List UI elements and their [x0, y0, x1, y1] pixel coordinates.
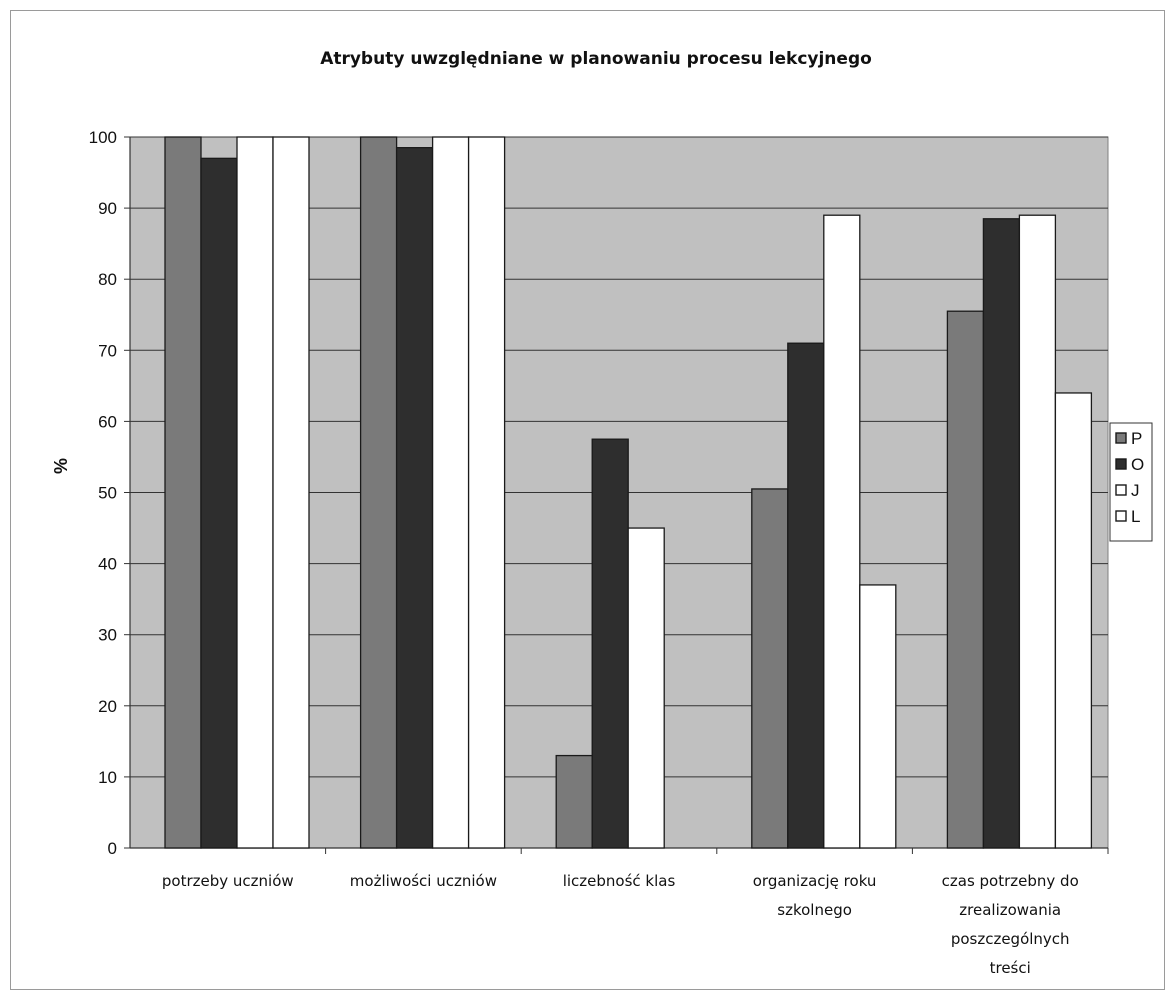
legend-swatch-p [1115, 432, 1127, 444]
bar-o-5 [982, 218, 1021, 849]
x-tick-label: poszczególnych [951, 930, 1070, 948]
x-tick-label: czas potrzebny do [942, 872, 1079, 890]
x-tick-label: potrzeby uczniów [162, 872, 294, 890]
x-tick-label: treści [990, 959, 1031, 977]
chart-frame: Atrybuty uwzględniane w planowaniu proce… [10, 10, 1165, 990]
y-tick-label: 80 [98, 270, 117, 289]
bar-j-2 [431, 136, 470, 849]
bar-l-5 [1054, 392, 1093, 849]
bar-o-1 [200, 157, 238, 849]
y-tick-label: 40 [98, 555, 117, 574]
y-axis-label: % [51, 458, 71, 474]
x-tick-label: zrealizowania [959, 901, 1061, 919]
y-tick-label: 90 [98, 199, 117, 218]
plot-area: 0 10 20 30 40 50 60 70 80 90 100 potrzeby uczniów mo… [89, 128, 1109, 977]
bar-l-1 [272, 136, 310, 849]
y-tick-label: 10 [98, 768, 117, 787]
bar-l-4 [859, 584, 897, 849]
legend-swatch-l [1115, 510, 1127, 522]
y-tick-label: 60 [98, 412, 117, 431]
chart: Atrybuty uwzględniane w planowaniu proce… [51, 49, 1153, 977]
bar-p-5 [946, 310, 985, 849]
bar-j-4 [823, 214, 861, 849]
bar-p-1 [164, 136, 202, 849]
bar-o-2 [395, 147, 434, 849]
bar-o-3 [591, 438, 629, 849]
x-tick-label: możliwości uczniów [350, 872, 497, 890]
legend-label-j: J [1131, 481, 1140, 500]
bar-j-5 [1018, 214, 1057, 849]
y-tick-label: 20 [98, 697, 117, 716]
bar-p-2 [359, 136, 398, 849]
legend-label-l: L [1131, 507, 1140, 526]
bar-p-3 [555, 754, 593, 849]
legend-label-p: P [1131, 429, 1142, 448]
y-tick-label: 0 [108, 839, 117, 858]
bar-o-4 [787, 342, 825, 849]
bar-l-2 [467, 136, 506, 849]
bar-j-3 [627, 527, 665, 849]
y-tick-label: 100 [89, 128, 117, 147]
y-tick-label: 50 [98, 484, 117, 503]
y-tick-label: 70 [98, 341, 117, 360]
x-tick-label: liczebność klas [563, 872, 676, 890]
bar-j-1 [236, 136, 274, 849]
x-tick-label: szkolnego [777, 901, 852, 919]
legend-swatch-o [1115, 458, 1127, 470]
x-tick-label: organizację roku [753, 872, 877, 890]
y-tick-label: 30 [98, 626, 117, 645]
chart-title: Atrybuty uwzględniane w planowaniu proce… [320, 49, 872, 69]
legend-label-o: O [1131, 455, 1144, 474]
legend-swatch-j [1115, 484, 1127, 496]
bar-p-4 [751, 488, 789, 849]
